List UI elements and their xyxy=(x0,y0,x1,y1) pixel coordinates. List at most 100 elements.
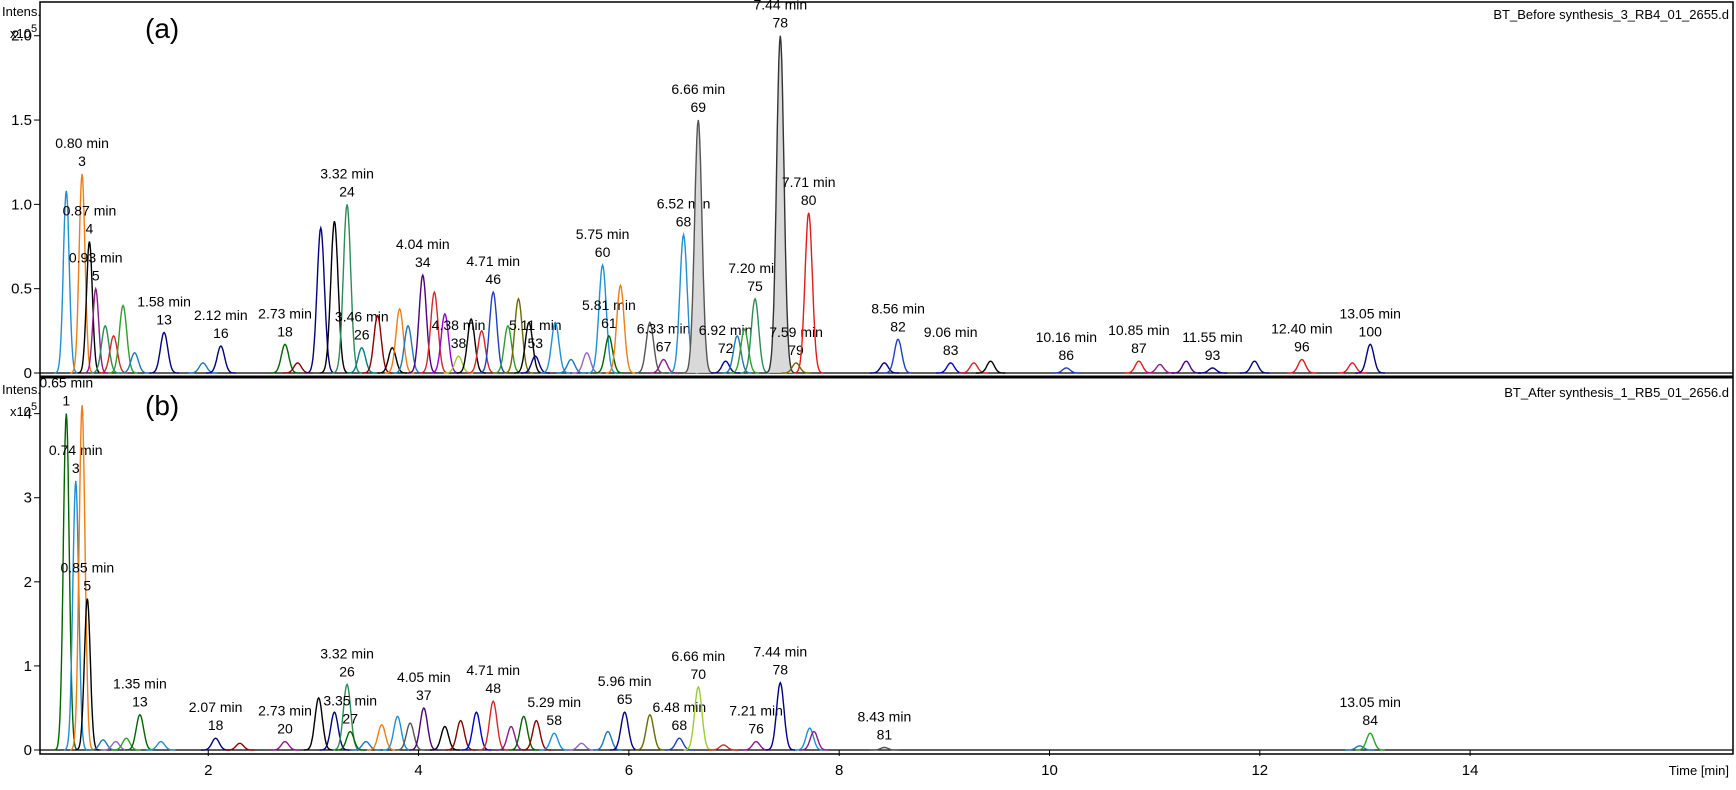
peak-number-label: 100 xyxy=(1359,323,1383,339)
peak-trace xyxy=(514,321,544,374)
peak-trace xyxy=(539,732,569,751)
file-name-label: BT_Before synthesis_3_RB4_01_2655.d xyxy=(1493,7,1729,22)
peak-trace xyxy=(1337,362,1368,374)
peak-trace xyxy=(419,290,450,374)
peak-number-label: 96 xyxy=(1294,339,1310,355)
peak-trace xyxy=(466,329,497,374)
peak-trace xyxy=(794,212,824,374)
peak-trace xyxy=(70,405,95,751)
peak-trace xyxy=(282,362,313,374)
peak-trace xyxy=(461,711,492,751)
peak-number-label: 60 xyxy=(595,244,611,260)
peak-trace xyxy=(382,715,413,751)
peak-number-label: 26 xyxy=(339,663,355,679)
peak-trace xyxy=(319,221,350,374)
peak-trace xyxy=(869,362,900,374)
peak-number-label: 68 xyxy=(672,717,688,733)
peak-trace xyxy=(509,715,539,751)
peak-number-label: 38 xyxy=(451,335,467,351)
peak-number-label: 67 xyxy=(656,339,672,355)
peak-trace xyxy=(362,314,393,374)
peak-trace xyxy=(407,273,438,374)
y-tick-label: 0 xyxy=(24,742,32,759)
peak-trace xyxy=(225,742,255,751)
peak-trace xyxy=(729,328,760,374)
y-scale-base: x10 xyxy=(10,404,31,419)
peak-number-label: 37 xyxy=(416,687,432,703)
y-scale-label: x105 xyxy=(10,23,37,41)
x-tick-label: 12 xyxy=(1251,762,1268,779)
peak-time-label: 5.11 min xyxy=(509,317,562,333)
peak-trace xyxy=(609,711,640,751)
peak-trace xyxy=(445,719,476,751)
peak-time-label: 10.16 min xyxy=(1036,329,1097,345)
peak-trace xyxy=(799,730,829,751)
peak-trace xyxy=(605,283,636,374)
peak-trace xyxy=(1355,343,1385,374)
peak-trace xyxy=(493,324,523,374)
peak-trace xyxy=(556,358,586,374)
peak-number-label: 78 xyxy=(773,662,789,678)
peak-trace xyxy=(393,324,423,374)
peak-number-label: 78 xyxy=(773,15,789,31)
peak-time-label: 3.32 min xyxy=(320,645,374,661)
peak-trace xyxy=(741,740,771,751)
peak-time-label: 3.35 min xyxy=(323,693,377,709)
peak-number-label: 69 xyxy=(690,99,706,115)
file-name-label: BT_After synthesis_1_RB5_01_2656.d xyxy=(1504,385,1729,400)
peak-time-label: 6.48 min xyxy=(652,699,706,715)
peak-trace xyxy=(869,746,900,751)
peak-time-label: 2.07 min xyxy=(189,699,243,715)
peak-number-label: 68 xyxy=(676,214,692,230)
peak-time-label: 7.20 min xyxy=(728,260,782,276)
peak-trace xyxy=(635,321,665,374)
peak-trace xyxy=(572,351,602,374)
y-tick-label: 1.5 xyxy=(11,112,32,129)
peak-number-label: 79 xyxy=(788,342,804,358)
peak-trace xyxy=(1171,360,1201,374)
x-tick-label: 10 xyxy=(1041,762,1058,779)
peak-trace xyxy=(305,225,336,374)
peak-trace xyxy=(319,711,350,751)
peak-trace xyxy=(377,346,407,374)
peak-trace xyxy=(540,321,570,374)
peak-time-label: 8.43 min xyxy=(858,708,912,724)
peak-time-label: 4.05 min xyxy=(397,669,451,685)
y-tick-label: 0.5 xyxy=(11,281,32,298)
peak-trace xyxy=(594,334,624,374)
peak-trace xyxy=(593,730,623,751)
peak-time-label: 10.85 min xyxy=(1108,322,1169,338)
peak-fill xyxy=(683,120,713,373)
peak-time-label: 9.06 min xyxy=(924,324,978,340)
peak-number-label: 82 xyxy=(890,318,906,334)
peak-number-label: 70 xyxy=(690,666,706,682)
peak-trace xyxy=(566,742,597,751)
peak-time-label: 4.38 min xyxy=(432,317,486,333)
peak-time-label: 5.81 min xyxy=(582,297,636,313)
peak-trace xyxy=(935,362,966,374)
peak-trace xyxy=(384,307,415,374)
peak-trace xyxy=(648,358,679,374)
peak-trace xyxy=(765,35,796,374)
y-tick-label: 1.0 xyxy=(11,196,32,213)
peak-trace xyxy=(1287,358,1317,374)
peak-trace xyxy=(959,362,989,374)
peak-trace xyxy=(478,290,508,374)
peak-trace xyxy=(146,740,176,751)
peak-trace xyxy=(90,324,120,374)
peak-trace xyxy=(75,598,100,751)
peak-trace xyxy=(149,331,179,374)
peak-time-label: 4.71 min xyxy=(466,662,520,678)
peak-trace xyxy=(781,362,811,374)
peak-number-label: 65 xyxy=(617,691,633,707)
peak-number-label: 48 xyxy=(485,680,501,696)
peak-trace xyxy=(347,346,377,374)
peak-time-label: 0.87 min xyxy=(63,202,117,218)
x-axis-title: Time [min] xyxy=(1669,763,1729,778)
peak-fill xyxy=(765,35,795,373)
peak-trace xyxy=(303,696,334,751)
peak-trace xyxy=(1239,360,1270,374)
peak-number-label: 93 xyxy=(1205,347,1221,363)
